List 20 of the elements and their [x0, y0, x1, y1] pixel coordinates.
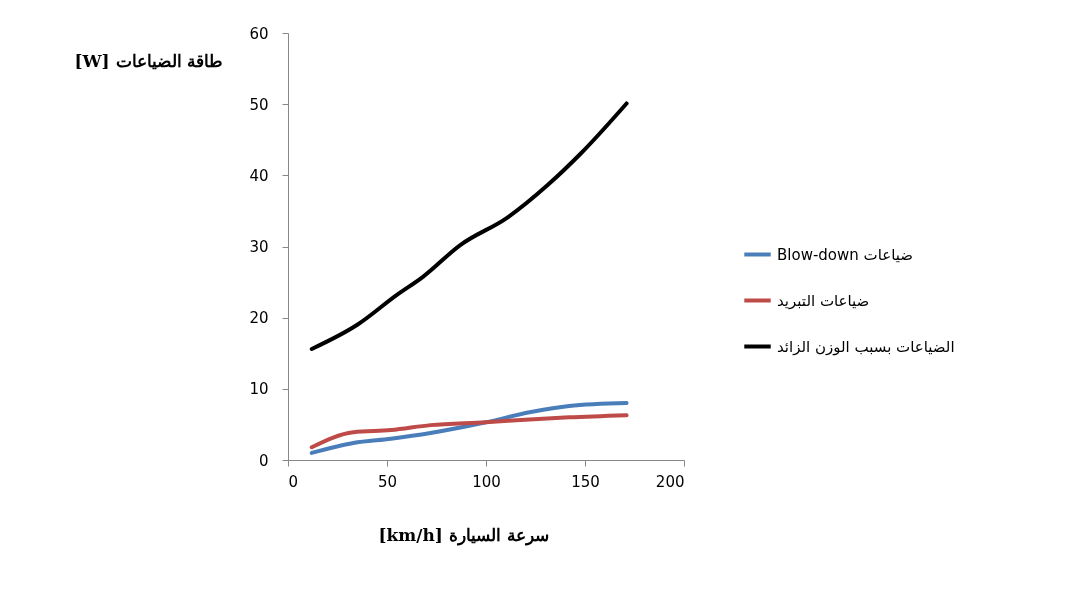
y-tick-label: 60 [249, 24, 269, 43]
y-tick-label: 50 [249, 95, 269, 114]
x-tick-label: 50 [377, 472, 398, 491]
legend-label: ضياعات التبريد [777, 291, 870, 310]
y-tick-label: 0 [258, 451, 269, 470]
x-axis-title: [km/h] سرعة السيارة [378, 524, 549, 546]
x-tick-label: 150 [571, 472, 600, 491]
line-series [309, 101, 629, 351]
line-series [309, 401, 629, 455]
y-tick-label: 40 [249, 166, 269, 185]
x-tick-label: 0 [288, 472, 299, 491]
x-tick-label: 100 [472, 472, 501, 491]
x-tick-label: 200 [655, 472, 685, 491]
y-axis-title: [W] طاقة الضياعات [74, 50, 224, 71]
y-tick-label: 20 [249, 309, 269, 328]
y-tick-label: 30 [249, 238, 269, 256]
legend-label: الضياعات بسبب الوزن الزائد [777, 337, 955, 356]
legend-label: Blow-down ضياعات [777, 245, 914, 264]
y-tick-label: 10 [249, 380, 269, 399]
line-series [309, 413, 629, 450]
